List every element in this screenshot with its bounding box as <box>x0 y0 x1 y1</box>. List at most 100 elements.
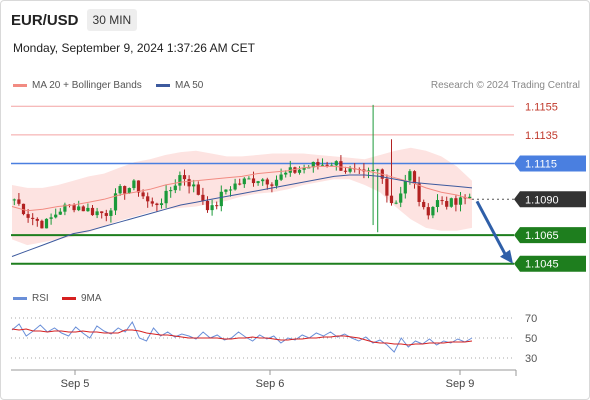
candle-body <box>449 198 453 207</box>
symbol-label: EUR/USD <box>11 11 79 29</box>
candle-body <box>334 161 338 166</box>
candle-body <box>141 192 145 197</box>
candle-body <box>408 171 412 181</box>
candle-body <box>90 207 95 216</box>
candle-body <box>366 170 371 172</box>
ma20-swatch-icon <box>13 84 27 87</box>
candle-body <box>192 184 196 187</box>
candle-body <box>219 191 223 207</box>
candle-body <box>123 186 127 194</box>
candle-body <box>136 180 141 193</box>
rsi-tick-1: 50 <box>525 333 537 345</box>
candle-body <box>26 214 30 218</box>
candle-body <box>182 175 187 180</box>
candle-body <box>113 193 118 211</box>
candle-body <box>325 164 329 166</box>
level-tag-2 <box>514 155 586 172</box>
candle-body <box>458 197 463 205</box>
ma50-line <box>11 174 473 257</box>
candle-body <box>417 183 421 202</box>
rsi-tick-2: 30 <box>525 353 537 365</box>
candles <box>12 104 472 233</box>
candle-body <box>109 210 113 216</box>
level-label-0: 1.1155 <box>525 101 558 113</box>
level-tag-4 <box>514 227 586 244</box>
candle-body <box>63 204 67 212</box>
candle-body <box>31 217 35 219</box>
candle-body <box>35 218 39 221</box>
timeframe-badge[interactable]: 30 MIN <box>86 9 138 31</box>
target-arrow <box>475 200 509 259</box>
candle-body <box>205 200 210 211</box>
candle-body <box>95 211 99 216</box>
candle-body <box>463 197 467 199</box>
candle-body <box>270 184 274 186</box>
candle-body <box>159 203 164 206</box>
candle-body <box>86 207 90 212</box>
candle-body <box>297 169 302 173</box>
candle-body <box>178 175 182 186</box>
candle-body <box>435 200 440 207</box>
candle-body <box>320 164 325 166</box>
candle-body <box>348 168 352 172</box>
candle-body <box>81 206 85 212</box>
legend-ma9-label: 9MA <box>81 293 102 304</box>
legend-ma50: MA 50 <box>156 80 203 91</box>
credit-text: Research © 2024 Trading Central <box>430 80 580 91</box>
candle-body <box>173 185 177 191</box>
candle-body <box>339 161 343 171</box>
candle-body <box>261 179 265 182</box>
candle-body <box>155 203 159 206</box>
candle-body <box>17 199 21 204</box>
level-label-3: 1.1090 <box>525 194 559 206</box>
ma20-line <box>11 165 473 212</box>
candle-body <box>330 165 334 167</box>
candle-body <box>302 167 306 170</box>
legend-ma50-label: MA 50 <box>175 80 204 91</box>
timestamp: Monday, September 9, 2024 1:37:26 AM CET <box>13 41 255 55</box>
level-label-1: 1.1135 <box>525 130 558 142</box>
candle-body <box>118 186 122 194</box>
candle-body <box>100 211 104 214</box>
candle-body <box>426 207 430 216</box>
level-tag-3 <box>514 191 586 208</box>
candle-body <box>468 196 472 199</box>
rsi-ma9-line <box>11 328 473 346</box>
candle-body <box>150 201 154 204</box>
x-tick-label-1: Sep 6 <box>256 378 285 390</box>
candle-body <box>132 180 136 189</box>
rsi-tick-0: 70 <box>525 313 537 325</box>
candle-body <box>394 202 398 204</box>
candle-body <box>279 174 283 180</box>
candle-body <box>307 167 311 169</box>
candle-body <box>201 194 205 201</box>
candle-body <box>247 178 251 180</box>
candle-body <box>251 178 256 184</box>
candle-body <box>431 206 435 216</box>
legend-ma20-label: MA 20 + Bollinger Bands <box>32 80 142 91</box>
rsi-swatch-icon <box>13 297 27 300</box>
candle-body <box>385 178 389 196</box>
candle-body <box>454 198 458 205</box>
legend-ma20: MA 20 + Bollinger Bands <box>13 80 142 91</box>
candle-body <box>49 217 53 219</box>
candle-body <box>293 167 297 173</box>
candle-body <box>238 183 242 185</box>
candle-body <box>228 189 233 191</box>
legend-ma9: 9MA <box>62 293 102 304</box>
candle-body <box>412 171 417 184</box>
candle-body <box>210 205 214 211</box>
ma50-swatch-icon <box>156 84 170 87</box>
candle-body <box>40 220 44 229</box>
level-label-5: 1.1045 <box>525 259 559 271</box>
candle-body <box>389 195 394 204</box>
candle-body <box>127 188 131 194</box>
candle-body <box>343 170 348 172</box>
x-tick-label-0: Sep 5 <box>61 378 90 390</box>
candle-body <box>169 190 173 192</box>
candle-body <box>316 161 320 166</box>
candle-body <box>233 183 237 190</box>
candle-body <box>187 179 191 187</box>
candle-body <box>371 169 375 171</box>
